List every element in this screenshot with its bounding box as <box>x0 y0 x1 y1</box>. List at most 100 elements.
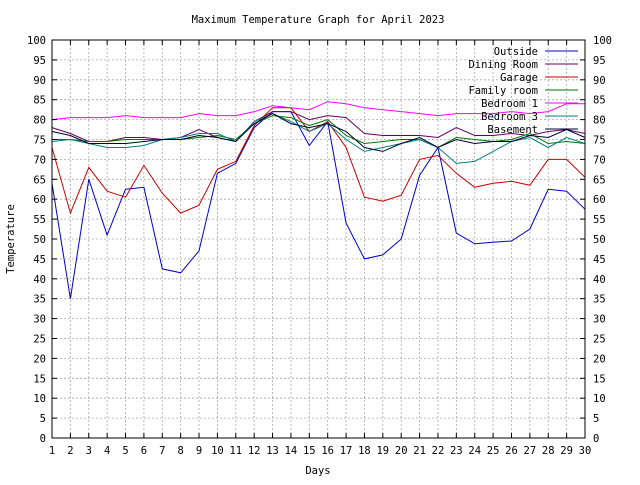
series-basement <box>51 113 586 152</box>
legend-item: Bedroom 3 <box>481 111 578 123</box>
y-tick-label-right: 100 <box>593 35 612 47</box>
x-tick-label: 8 <box>177 445 183 457</box>
x-tick-label: 16 <box>321 445 334 457</box>
y-tick-label: 50 <box>33 234 46 246</box>
x-tick-label: 19 <box>376 445 389 457</box>
x-tick-label: 13 <box>266 445 279 457</box>
y-tick-label: 0 <box>40 433 46 445</box>
x-tick-label: 18 <box>358 445 371 457</box>
y-tick-label-right: 0 <box>593 433 599 445</box>
y-tick-label-right: 85 <box>593 95 606 107</box>
y-tick-label-right: 25 <box>593 334 606 346</box>
series-line <box>51 111 586 143</box>
y-tick-label-right: 40 <box>593 274 606 286</box>
series-line <box>51 111 586 299</box>
y-tick-label-right: 65 <box>593 174 606 186</box>
y-tick-label-right: 45 <box>593 254 606 266</box>
y-tick-label: 90 <box>33 75 46 87</box>
y-tick-label: 5 <box>40 413 46 425</box>
legend-label: Family room <box>468 85 538 97</box>
y-tick-label-right: 80 <box>593 115 606 127</box>
y-tick-label-right: 75 <box>593 135 606 147</box>
x-tick-label: 14 <box>285 445 298 457</box>
y-tick-label-right: 55 <box>593 214 606 226</box>
y-tick-label-right: 95 <box>593 55 606 67</box>
x-tick-label: 1 <box>49 445 55 457</box>
y-axis-label: Temperature <box>5 204 17 274</box>
legend-item: Family room <box>468 85 578 97</box>
x-tick-label: 5 <box>122 445 128 457</box>
x-tick-label: 12 <box>248 445 261 457</box>
x-axis-label: Days <box>305 465 330 477</box>
y-tick-label-right: 90 <box>593 75 606 87</box>
y-tick-label-right: 70 <box>593 154 606 166</box>
legend-item: Bedroom 1 <box>481 98 578 110</box>
x-tick-label: 23 <box>450 445 463 457</box>
y-tick-label: 55 <box>33 214 46 226</box>
x-tick-label: 24 <box>468 445 481 457</box>
series-lines <box>51 101 586 299</box>
series-line <box>51 113 586 152</box>
x-tick-label: 28 <box>542 445 555 457</box>
x-tick-label: 26 <box>505 445 518 457</box>
y-tick-label-right: 50 <box>593 234 606 246</box>
series-dining-room <box>51 111 586 143</box>
x-tick-label: 2 <box>67 445 73 457</box>
x-tick-label: 9 <box>196 445 202 457</box>
x-tick-label: 29 <box>560 445 573 457</box>
x-tick-label: 21 <box>413 445 426 457</box>
y-tick-label: 65 <box>33 174 46 186</box>
grid <box>52 40 585 438</box>
series-bedroom-3 <box>51 113 586 164</box>
y-tick-label-right: 10 <box>593 393 606 405</box>
y-tick-label-right: 60 <box>593 194 606 206</box>
series-garage <box>51 107 586 215</box>
y-tick-label: 35 <box>33 294 46 306</box>
legend-item: Basement <box>487 124 578 136</box>
series-line <box>51 107 586 215</box>
x-tick-label: 17 <box>340 445 353 457</box>
legend-label: Garage <box>500 72 538 84</box>
y-tick-label-right: 20 <box>593 353 606 365</box>
legend-label: Basement <box>487 124 538 136</box>
y-tick-label-right: 30 <box>593 314 606 326</box>
y-tick-label: 70 <box>33 154 46 166</box>
x-tick-label: 3 <box>86 445 92 457</box>
x-tick-label: 4 <box>104 445 110 457</box>
y-tick-label: 95 <box>33 55 46 67</box>
y-tick-label: 60 <box>33 194 46 206</box>
x-tick-label: 15 <box>303 445 316 457</box>
legend-label: Bedroom 3 <box>481 111 538 123</box>
y-tick-label: 45 <box>33 254 46 266</box>
y-tick-label: 40 <box>33 274 46 286</box>
x-tick-label: 6 <box>141 445 147 457</box>
x-tick-label: 10 <box>211 445 224 457</box>
x-tick-label: 11 <box>229 445 242 457</box>
y-tick-label: 100 <box>27 35 46 47</box>
series-line <box>51 101 585 121</box>
legend-item: Dining Room <box>468 59 578 71</box>
legend-label: Dining Room <box>468 59 538 71</box>
x-tick-label: 7 <box>159 445 165 457</box>
y-tick-label: 30 <box>33 314 46 326</box>
y-tick-label: 75 <box>33 135 46 147</box>
legend-item: Garage <box>500 72 578 84</box>
x-tick-label: 22 <box>432 445 445 457</box>
y-tick-label: 25 <box>33 334 46 346</box>
legend-label: Outside <box>494 46 538 58</box>
x-tick-label: 27 <box>524 445 537 457</box>
x-tick-label: 30 <box>579 445 592 457</box>
y-tick-label-right: 35 <box>593 294 606 306</box>
y-tick-label: 15 <box>33 373 46 385</box>
chart-title: Maximum Temperature Graph for April 2023 <box>192 14 445 26</box>
y-tick-label: 80 <box>33 115 46 127</box>
series-outside <box>51 111 586 299</box>
legend-label: Bedroom 1 <box>481 98 538 110</box>
series-bedroom-1 <box>51 101 585 121</box>
y-tick-label: 20 <box>33 353 46 365</box>
y-tick-label: 85 <box>33 95 46 107</box>
series-line <box>51 113 586 164</box>
